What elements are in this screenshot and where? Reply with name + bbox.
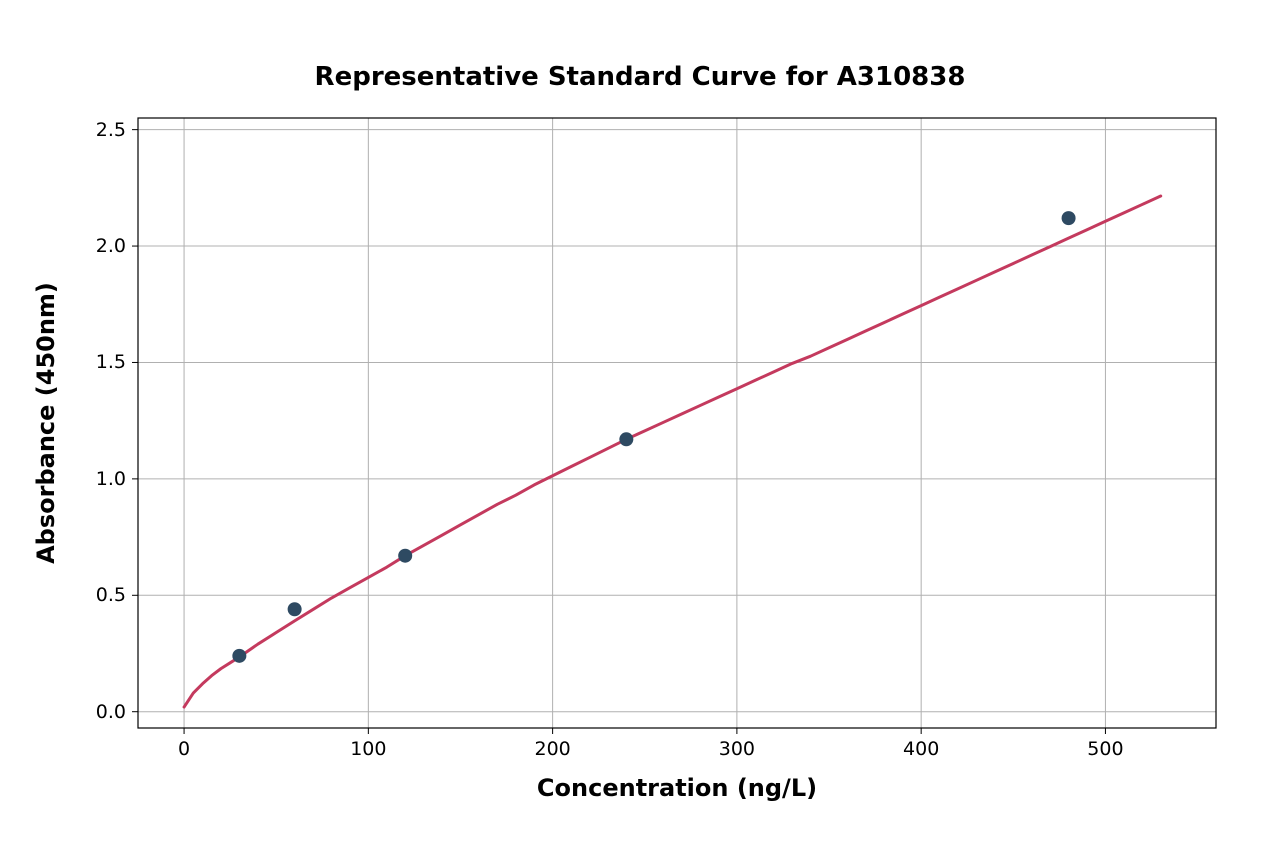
x-tick-label: 300 xyxy=(719,738,755,760)
data-point xyxy=(288,602,302,616)
data-point xyxy=(1062,211,1076,225)
y-axis-label: Absorbance (450nm) xyxy=(32,282,60,564)
x-tick-label: 0 xyxy=(178,738,190,760)
y-tick-label: 2.0 xyxy=(96,235,126,257)
x-tick-label: 100 xyxy=(350,738,386,760)
y-tick-label: 1.0 xyxy=(96,468,126,490)
y-tick-label: 2.5 xyxy=(96,119,126,141)
y-tick-label: 1.5 xyxy=(96,351,126,373)
x-tick-label: 500 xyxy=(1087,738,1123,760)
chart-svg xyxy=(0,0,1280,845)
x-axis-label: Concentration (ng/L) xyxy=(537,774,817,802)
y-tick-label: 0.5 xyxy=(96,584,126,606)
x-tick-label: 400 xyxy=(903,738,939,760)
data-point xyxy=(232,649,246,663)
data-point xyxy=(398,549,412,563)
chart-container: Representative Standard Curve for A31083… xyxy=(0,0,1280,845)
y-tick-label: 0.0 xyxy=(96,701,126,723)
data-point xyxy=(619,432,633,446)
x-tick-label: 200 xyxy=(534,738,570,760)
